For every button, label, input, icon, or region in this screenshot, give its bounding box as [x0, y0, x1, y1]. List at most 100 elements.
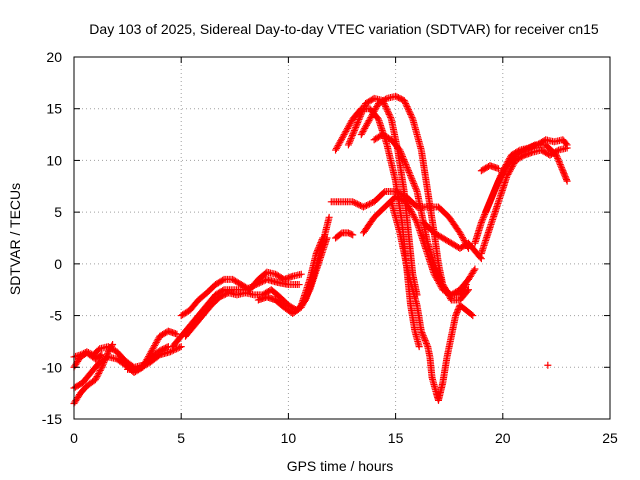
data-point	[315, 243, 323, 251]
data-point	[495, 176, 503, 184]
data-point	[360, 104, 368, 112]
x-tick-label: 5	[177, 430, 185, 446]
data-point	[100, 359, 108, 367]
data-point	[458, 233, 466, 241]
data-point	[98, 351, 106, 359]
data-point	[396, 195, 404, 203]
data-point	[411, 215, 419, 223]
data-point	[482, 207, 490, 215]
data-point	[471, 265, 479, 273]
data-point	[154, 335, 162, 343]
data-point	[476, 253, 484, 261]
data-point	[367, 114, 375, 122]
data-point	[495, 165, 503, 173]
data-point	[362, 123, 370, 131]
data-point	[467, 311, 475, 319]
data-point	[404, 106, 412, 114]
data-point	[95, 368, 103, 376]
data-point	[505, 156, 513, 164]
data-point	[369, 109, 377, 117]
data-point	[108, 342, 116, 350]
data-point	[99, 362, 107, 370]
series-arc-m	[332, 105, 423, 351]
data-point	[404, 104, 412, 112]
data-point	[316, 240, 324, 248]
data-point	[219, 276, 227, 284]
data-point	[412, 186, 420, 194]
data-point	[396, 146, 404, 154]
data-point	[349, 130, 357, 138]
data-point	[434, 276, 442, 284]
data-point	[412, 217, 420, 225]
data-point	[419, 330, 427, 338]
data-point	[347, 135, 355, 143]
data-point	[464, 286, 472, 294]
data-point	[558, 164, 566, 172]
y-tick-label: -10	[42, 359, 62, 375]
data-point	[368, 112, 376, 120]
x-tick-label: 15	[388, 430, 404, 446]
data-point	[314, 245, 322, 253]
data-point	[407, 112, 415, 120]
data-point	[401, 157, 409, 165]
x-tick-label: 25	[602, 430, 618, 446]
data-point	[96, 366, 104, 374]
data-point	[397, 148, 405, 156]
data-point	[554, 154, 562, 162]
data-point	[349, 198, 357, 206]
data-point	[372, 104, 380, 112]
data-point	[144, 354, 152, 362]
data-point	[260, 277, 268, 285]
data-point	[313, 248, 321, 256]
data-point	[151, 340, 159, 348]
data-point	[97, 352, 105, 360]
y-tick-label: 20	[46, 49, 62, 65]
data-point	[358, 129, 366, 137]
data-point	[148, 346, 156, 354]
series-arc-k	[332, 229, 357, 242]
data-point	[325, 213, 333, 221]
data-point	[101, 356, 109, 364]
data-point	[484, 202, 492, 210]
data-point	[557, 162, 565, 170]
data-point	[501, 164, 509, 172]
data-point	[363, 120, 371, 128]
data-point	[355, 201, 363, 209]
data-point	[343, 126, 351, 134]
data-point	[469, 312, 477, 320]
data-point	[315, 242, 323, 250]
y-tick-label: 5	[54, 204, 62, 220]
data-point	[458, 232, 466, 240]
series-arc-r	[387, 198, 477, 404]
data-point	[370, 107, 378, 115]
data-point	[486, 197, 494, 205]
data-point	[406, 109, 414, 117]
data-point	[335, 140, 343, 148]
data-point	[354, 117, 362, 125]
data-point	[346, 138, 354, 146]
data-point	[359, 127, 367, 135]
series-arc-w	[477, 162, 503, 175]
data-point	[405, 203, 413, 211]
y-tick-label: 10	[46, 152, 62, 168]
data-point	[147, 348, 155, 356]
data-point	[317, 237, 325, 245]
data-point	[503, 159, 511, 167]
data-point	[554, 156, 562, 164]
data-point	[404, 201, 412, 209]
data-point	[422, 338, 430, 346]
data-point	[382, 104, 390, 112]
data-point	[419, 332, 427, 340]
data-point	[506, 167, 514, 175]
data-point	[151, 342, 159, 350]
data-point	[153, 337, 161, 345]
data-point	[408, 175, 416, 183]
data-point	[102, 354, 110, 362]
data-point	[415, 343, 423, 351]
data-point	[457, 230, 465, 238]
data-point	[456, 229, 464, 237]
data-point	[344, 141, 352, 149]
data-point	[418, 329, 426, 337]
data-point	[406, 204, 414, 212]
